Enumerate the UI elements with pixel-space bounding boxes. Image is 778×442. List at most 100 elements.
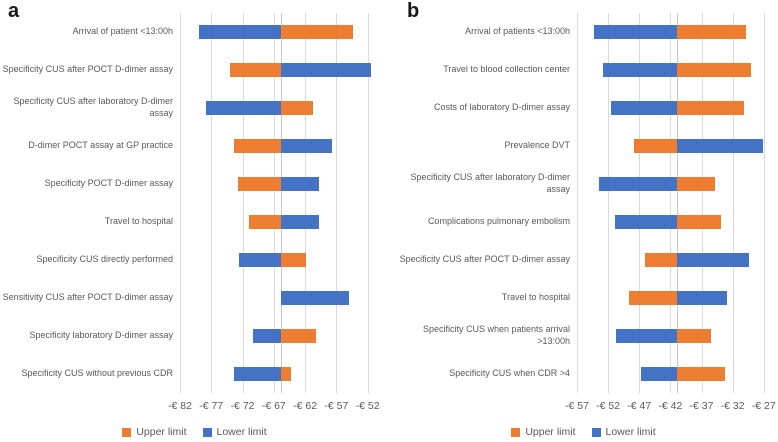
chart-row: Specificity CUS when CDR >4	[389, 355, 778, 393]
row-plot	[180, 127, 377, 165]
gridline	[336, 13, 338, 393]
axis-tick-label: -€ 27	[751, 400, 776, 412]
axis-tick-label: -€ 37	[689, 400, 714, 412]
category-label: Specificity CUS after laboratory D-dimer…	[410, 172, 570, 194]
plot-gridlines-b	[577, 13, 770, 393]
lower-limit-bar	[253, 329, 282, 343]
gridline	[670, 13, 672, 393]
row-plot	[577, 165, 770, 203]
chart-row: Specificity laboratory D-dimer assay	[0, 317, 389, 355]
legend-item-upper: Upper limit	[122, 426, 187, 438]
category-label: D-dimer POCT assay at GP practice	[28, 140, 173, 151]
row-plot	[180, 241, 377, 279]
gridline	[211, 13, 213, 393]
row-plot	[577, 241, 770, 279]
row-plot	[180, 317, 377, 355]
category-label: Specificity CUS when patients arrival >1…	[422, 324, 570, 346]
upper-limit-bar	[281, 101, 314, 115]
chart-rows-a: Arrival of patient <13:00h Specificity CU…	[0, 13, 389, 393]
chart-row: Arrival of patients <13:00h	[389, 13, 778, 51]
gridline	[180, 13, 181, 393]
upper-limit-swatch-icon	[122, 427, 132, 437]
lower-limit-bar	[614, 215, 677, 229]
chart-panel-a: a Arrival of patient <13:00h Specificity …	[0, 1, 389, 439]
row-plot	[180, 13, 377, 51]
upper-limit-bar	[676, 177, 716, 191]
lower-limit-bar	[640, 367, 677, 381]
chart-row: Travel to blood collection center	[389, 51, 778, 89]
category-label: Specificity laboratory D-dimer assay	[29, 330, 173, 341]
row-plot	[577, 279, 770, 317]
lower-limit-bar	[205, 101, 282, 115]
legend-label-lower: Lower limit	[605, 426, 656, 438]
legend-item-lower: Lower limit	[202, 426, 267, 438]
upper-limit-bar	[230, 63, 282, 77]
upper-limit-bar	[676, 101, 744, 115]
upper-limit-bar	[644, 253, 677, 267]
upper-limit-swatch-icon	[511, 427, 521, 437]
gridline	[639, 13, 641, 393]
row-plot	[577, 127, 770, 165]
x-axis-b: -€ 57 -€ 52 -€ 47 -€ 42 -€ 37 -€ 32 -€ 27	[565, 400, 776, 414]
upper-limit-bar	[248, 215, 282, 229]
gridline	[305, 13, 307, 393]
gridline	[608, 13, 610, 393]
lower-limit-bar	[238, 253, 282, 267]
upper-limit-bar	[676, 63, 752, 77]
panel-letter-b: b	[407, 0, 420, 22]
chart-row: Travel to hospital	[0, 203, 389, 241]
lower-limit-bar	[198, 25, 282, 39]
row-plot	[577, 203, 770, 241]
upper-limit-bar	[234, 139, 282, 153]
gridline	[701, 13, 703, 393]
chart-row: Travel to hospital	[389, 279, 778, 317]
category-axis-line	[281, 13, 283, 393]
lower-limit-bar	[281, 177, 319, 191]
upper-limit-bar	[676, 25, 746, 39]
category-label: Travel to hospital	[104, 216, 173, 227]
lower-limit-swatch-icon	[591, 427, 601, 437]
legend-a: Upper limit Lower limit	[0, 425, 389, 439]
axis-tick-label: -€ 77	[199, 400, 224, 412]
legend-label-upper: Upper limit	[525, 426, 576, 438]
gridline	[273, 13, 275, 393]
lower-limit-bar	[602, 63, 677, 77]
gridline	[577, 13, 578, 393]
row-plot	[577, 355, 770, 393]
gridline	[242, 13, 244, 393]
axis-tick-label: -€ 72	[230, 400, 255, 412]
category-label: Specificity CUS after POCT D-dimer assay	[2, 64, 173, 75]
lower-limit-bar	[593, 25, 677, 39]
chart-rows-b: Arrival of patients <13:00h Travel to blo…	[389, 13, 778, 393]
row-plot	[577, 89, 770, 127]
category-label: Specificity CUS when CDR >4	[449, 368, 570, 379]
chart-row: Sensitivity CUS after POCT D-dimer assay	[0, 279, 389, 317]
gridline	[367, 13, 369, 393]
gridline	[763, 13, 765, 393]
axis-tick-label: -€ 52	[596, 400, 621, 412]
axis-tick-label: -€ 32	[720, 400, 745, 412]
chart-row: Arrival of patient <13:00h	[0, 13, 389, 51]
row-plot	[577, 317, 770, 355]
lower-limit-bar	[611, 101, 677, 115]
lower-limit-swatch-icon	[202, 427, 212, 437]
legend-item-lower: Lower limit	[591, 426, 656, 438]
upper-limit-bar	[281, 25, 353, 39]
lower-limit-bar	[676, 291, 728, 305]
chart-row: Specificity CUS when patients arrival >1…	[389, 317, 778, 355]
category-label: Travel to hospital	[501, 292, 570, 303]
lower-limit-bar	[234, 367, 282, 381]
lower-limit-bar	[676, 139, 764, 153]
chart-row: Costs of laboratory D-dimer assay	[389, 89, 778, 127]
chart-row: D-dimer POCT assay at GP practice	[0, 127, 389, 165]
category-label: Arrival of patient <13:00h	[72, 26, 173, 37]
lower-limit-bar	[281, 63, 371, 77]
axis-tick-label: -€ 62	[293, 400, 318, 412]
legend-label-lower: Lower limit	[216, 426, 267, 438]
category-label: Travel to blood collection center	[443, 64, 570, 75]
chart-row: Specificity POCT D-dimer assay	[0, 165, 389, 203]
axis-tick-label: -€ 52	[355, 400, 380, 412]
row-plot	[180, 279, 377, 317]
chart-panel-b: b Arrival of patients <13:00h Travel to b…	[389, 0, 778, 442]
